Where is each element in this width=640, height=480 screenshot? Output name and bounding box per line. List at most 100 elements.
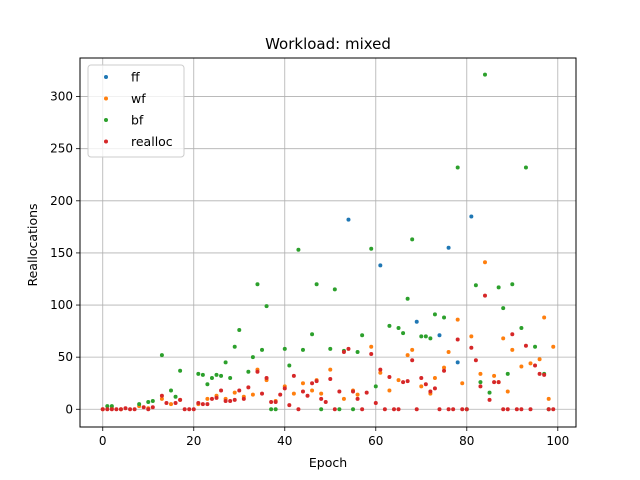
realloc-point <box>432 386 437 391</box>
wf-point <box>537 357 542 362</box>
realloc-point <box>282 386 287 391</box>
wf-point <box>469 334 474 339</box>
series-bf <box>105 72 551 412</box>
bf-point <box>159 353 164 358</box>
ff-point <box>346 217 351 222</box>
bf-point <box>423 334 428 339</box>
bf-point <box>273 407 278 412</box>
wf-point <box>432 376 437 381</box>
bf-point <box>282 346 287 351</box>
wf-point <box>482 260 487 265</box>
realloc-point <box>510 332 515 337</box>
realloc-point <box>551 407 556 412</box>
realloc-point <box>182 407 187 412</box>
bf-point <box>137 402 142 407</box>
legend-box <box>87 64 185 158</box>
bf-point <box>219 373 224 378</box>
realloc-point <box>200 402 205 407</box>
realloc-point <box>387 374 392 379</box>
realloc-point <box>246 385 251 390</box>
realloc-point <box>159 393 164 398</box>
realloc-point <box>141 405 146 410</box>
realloc-point <box>310 381 315 386</box>
bf-point <box>360 333 365 338</box>
realloc-point <box>501 407 506 412</box>
wf-point <box>159 396 164 401</box>
ff-point <box>455 360 460 365</box>
bf-point <box>519 325 524 330</box>
ff-point <box>446 245 451 250</box>
realloc-point <box>401 380 406 385</box>
wf-point <box>378 370 383 375</box>
wf-point <box>300 381 305 386</box>
realloc-point <box>146 407 151 412</box>
bf-point <box>246 369 251 374</box>
bf-point <box>232 344 237 349</box>
bf-point <box>419 334 424 339</box>
realloc-point <box>492 380 497 385</box>
x-tick-label: 80 <box>459 434 474 448</box>
realloc-point <box>341 349 346 354</box>
bf-point <box>196 371 201 376</box>
realloc-point <box>187 407 192 412</box>
bf-point <box>401 331 406 336</box>
realloc-point <box>219 388 224 393</box>
bf-point <box>314 282 319 287</box>
realloc-point <box>505 407 510 412</box>
realloc-point <box>300 389 305 394</box>
realloc-point <box>305 393 310 398</box>
bf-point <box>487 390 492 395</box>
bf-point <box>319 407 324 412</box>
ff-point <box>469 214 474 219</box>
bf-point <box>332 287 337 292</box>
realloc-point <box>533 363 538 368</box>
bf-point <box>478 380 483 385</box>
realloc-point <box>337 389 342 394</box>
realloc-point <box>296 407 301 412</box>
realloc-point <box>369 352 374 357</box>
wf-point <box>405 353 410 358</box>
bf-point <box>355 349 360 354</box>
bf-point <box>396 325 401 330</box>
realloc-point <box>419 376 424 381</box>
realloc-point <box>164 401 169 406</box>
bf-point <box>428 336 433 341</box>
series-realloc <box>100 293 556 412</box>
bf-point <box>533 344 538 349</box>
bf-point <box>287 363 292 368</box>
realloc-point <box>523 343 528 348</box>
realloc-point <box>473 358 478 363</box>
bf-point <box>214 372 219 377</box>
wf-point <box>355 392 360 397</box>
realloc-point <box>214 395 219 400</box>
realloc-point <box>446 407 451 412</box>
bf-point <box>178 368 183 373</box>
x-axis-label: Epoch <box>309 455 347 470</box>
bf-point <box>269 407 274 412</box>
wf-point <box>542 315 547 320</box>
realloc-point <box>241 396 246 401</box>
bf-point <box>173 394 178 399</box>
bf-point <box>237 328 242 333</box>
wf-point <box>455 317 460 322</box>
realloc-point <box>360 407 365 412</box>
realloc-point <box>464 407 469 412</box>
bf-point <box>300 347 305 352</box>
y-axis-label: Reallocations <box>25 203 40 286</box>
x-tick-label: 100 <box>546 434 569 448</box>
bf-point <box>482 72 487 77</box>
realloc-point <box>173 401 178 406</box>
bf-point <box>223 360 228 365</box>
realloc-point <box>260 391 265 396</box>
realloc-point <box>351 389 356 394</box>
wf-point <box>291 391 296 396</box>
bf-point <box>250 355 255 360</box>
wf-point <box>492 373 497 378</box>
realloc-point <box>382 407 387 412</box>
bf-point <box>260 347 265 352</box>
y-tick-label: 50 <box>58 350 73 364</box>
realloc-point <box>364 390 369 395</box>
wf-point <box>341 396 346 401</box>
realloc-point <box>196 401 201 406</box>
